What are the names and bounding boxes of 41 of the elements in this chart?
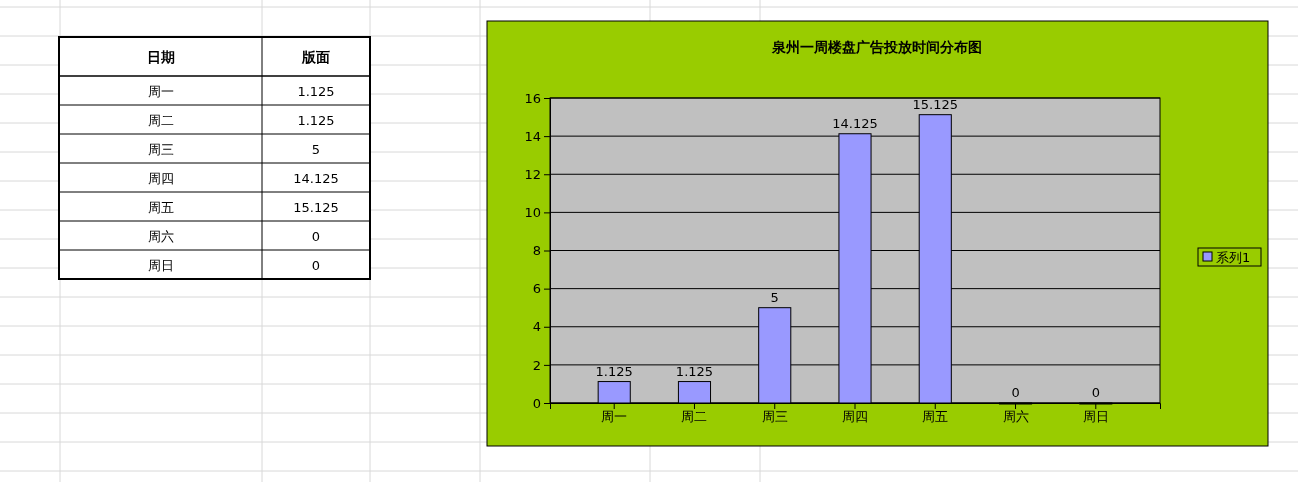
x-tick-label: 周五 xyxy=(922,409,949,425)
legend-label: 系列1 xyxy=(1216,250,1251,265)
text: 0 xyxy=(311,258,321,273)
text: 周三 xyxy=(147,142,174,157)
x-tick-label: 周一 xyxy=(601,409,628,425)
x-tick-label: 周二 xyxy=(681,409,708,425)
text: 0 xyxy=(311,229,321,244)
text: 15.125 xyxy=(293,200,339,215)
data-label: 5 xyxy=(770,289,779,305)
y-tick-label: 6 xyxy=(532,281,541,297)
text: 1.125 xyxy=(297,84,335,99)
data-label: 15.125 xyxy=(912,96,959,112)
text: 周五 xyxy=(147,200,174,215)
data-label: 14.125 xyxy=(832,115,878,131)
y-tick-label: 4 xyxy=(532,319,541,335)
y-tick-label: 16 xyxy=(524,90,541,106)
x-tick-label: 周日 xyxy=(1082,409,1109,425)
x-tick-label: 周六 xyxy=(1002,409,1029,425)
chart-title: 泉州一周楼盘广告投放时间分布图 xyxy=(771,39,982,55)
text: 周四 xyxy=(147,171,174,186)
x-tick-label: 周三 xyxy=(761,409,788,425)
data-label: 1.125 xyxy=(675,363,714,379)
text: 版面 xyxy=(301,49,330,65)
text: 5 xyxy=(311,142,321,157)
data-label: 0 xyxy=(1091,385,1100,400)
y-tick-label: 12 xyxy=(524,166,541,182)
text: 周一 xyxy=(147,84,174,99)
y-tick-label: 8 xyxy=(532,243,541,259)
x-tick-label: 周四 xyxy=(842,409,868,425)
text: 周日 xyxy=(147,258,174,273)
data-label: 1.125 xyxy=(595,363,633,379)
text: 周二 xyxy=(147,113,174,128)
y-tick-label: 0 xyxy=(532,395,541,411)
text: 周六 xyxy=(147,229,174,244)
data-label: 0 xyxy=(1011,385,1020,400)
y-tick-label: 10 xyxy=(524,205,541,221)
y-tick-label: 14 xyxy=(524,128,541,144)
text: 1.125 xyxy=(297,113,335,128)
text: 日期 xyxy=(146,49,175,65)
y-tick-label: 2 xyxy=(532,357,541,373)
text: 14.125 xyxy=(293,171,339,186)
